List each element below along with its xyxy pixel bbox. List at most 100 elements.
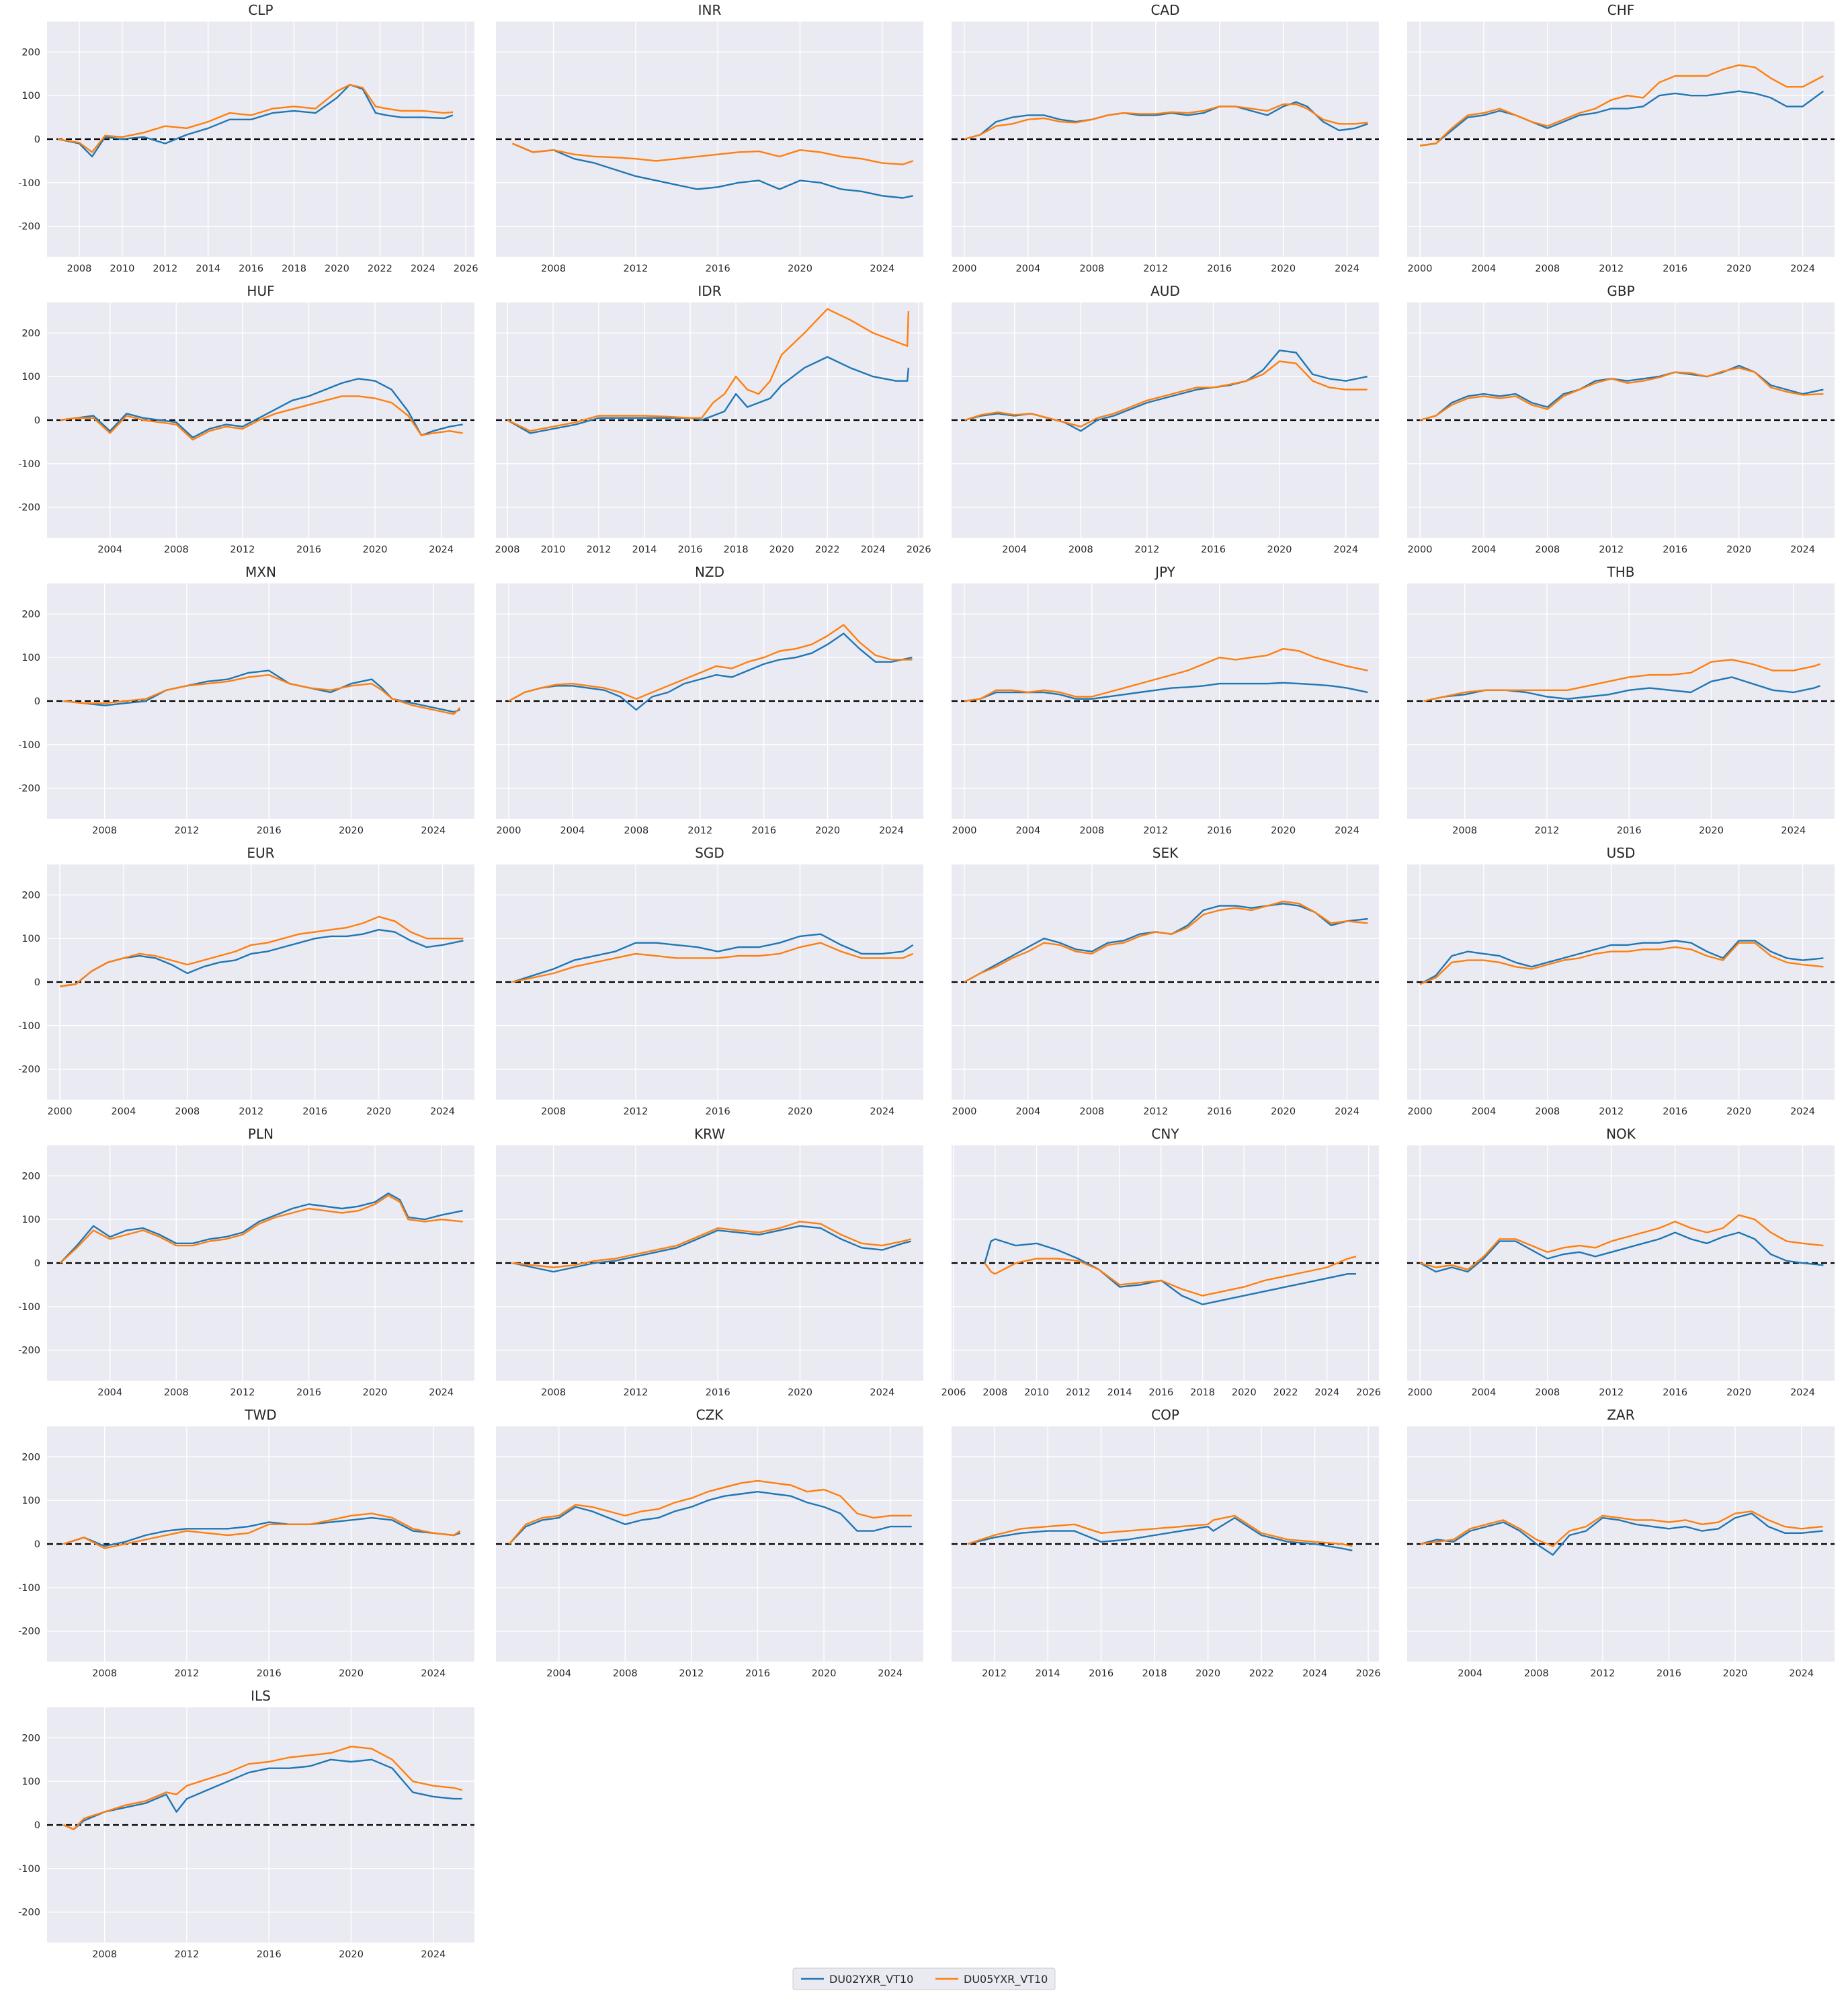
x-tick-label: 2016 — [1207, 1106, 1232, 1117]
x-tick-label: 2024 — [1790, 544, 1815, 555]
x-tick-label: 2016 — [1663, 544, 1687, 555]
x-tick-label: 2016 — [239, 263, 263, 274]
x-tick-label: 2010 — [541, 544, 566, 555]
x-tick-label: 2012 — [1143, 263, 1168, 274]
series-line-du05yxr-vt10 — [59, 1194, 463, 1264]
y-tick-label: 100 — [22, 1496, 40, 1506]
x-tick-label: 2008 — [92, 825, 117, 836]
y-tick-label: 0 — [34, 1820, 40, 1831]
x-tick-label: 2022 — [1273, 1387, 1298, 1398]
y-tick-label: -100 — [18, 1021, 40, 1032]
panel-title: GBP — [1607, 283, 1634, 299]
panel-title: NOK — [1606, 1126, 1636, 1142]
series-line-du02yxr-vt10 — [1419, 940, 1824, 985]
x-tick-label: 2004 — [1471, 1106, 1496, 1117]
x-tick-label: 2016 — [302, 1106, 327, 1117]
x-tick-label: 2012 — [982, 1668, 1007, 1679]
x-tick-label: 2012 — [1066, 1387, 1091, 1398]
series-line-du02yxr-vt10 — [507, 356, 910, 434]
series-line-du02yxr-vt10 — [1419, 1231, 1824, 1273]
x-tick-label: 2016 — [296, 544, 321, 555]
panel-aud: 2004 2008 2012 2016 2020 2024 AUD — [952, 283, 1379, 555]
panel-pln: -200 -100 0 100 200 2004 2008 2012 2016 2020 2024 P… — [18, 1126, 474, 1398]
x-tick-label: 2020 — [339, 1949, 364, 1960]
x-tick-label: 2000 — [1408, 1106, 1433, 1117]
x-tick-label: 2026 — [1356, 1668, 1381, 1679]
x-tick-label: 2010 — [110, 263, 134, 274]
series-line-du05yxr-vt10 — [60, 395, 463, 441]
x-tick-label: 2016 — [678, 544, 703, 555]
panel-title: ILS — [251, 1688, 271, 1704]
series-line-du05yxr-vt10 — [967, 1514, 1353, 1547]
y-tick-label: -100 — [18, 1864, 40, 1875]
legend-label-du02: DU02YXR_VT10 — [829, 1973, 913, 1986]
x-tick-label: 2012 — [587, 544, 612, 555]
x-tick-label: 2012 — [623, 263, 648, 274]
series-line-du02yxr-vt10 — [1420, 1512, 1823, 1556]
x-tick-label: 2024 — [1302, 1668, 1327, 1679]
x-tick-label: 2026 — [1356, 1387, 1381, 1398]
x-tick-label: 2008 — [1535, 1387, 1560, 1398]
x-tick-label: 2012 — [1143, 1106, 1168, 1117]
x-tick-label: 2024 — [1335, 1106, 1359, 1117]
y-tick-label: 200 — [22, 609, 40, 620]
panel-title: IDR — [698, 283, 721, 299]
panel-nzd: 2000 2004 2008 2012 2016 2020 2024 NZD — [496, 564, 923, 836]
x-tick-label: 2004 — [97, 1387, 122, 1398]
panel-ils: -200 -100 0 100 200 2008 2012 2016 2020 2024 ILS — [18, 1688, 474, 1960]
series-line-du05yxr-vt10 — [984, 1256, 1357, 1297]
y-tick-label: -100 — [18, 459, 40, 470]
x-tick-label: 2024 — [421, 825, 446, 836]
x-tick-label: 2016 — [751, 825, 776, 836]
y-tick-label: -200 — [18, 784, 40, 795]
x-tick-label: 2016 — [296, 1387, 321, 1398]
x-tick-label: 2012 — [1599, 544, 1624, 555]
x-tick-label: 2018 — [1142, 1668, 1167, 1679]
x-tick-label: 2004 — [1471, 263, 1496, 274]
x-tick-label: 2004 — [111, 1106, 136, 1117]
y-tick-label: 200 — [22, 1452, 40, 1463]
x-tick-label: 2012 — [230, 1387, 255, 1398]
panel-zar: 2004 2008 2012 2016 2020 2024 ZAR — [1407, 1407, 1835, 1679]
series-line-du05yxr-vt10 — [507, 308, 910, 432]
x-tick-label: 2008 — [495, 544, 520, 555]
x-tick-label: 2008 — [541, 1106, 566, 1117]
x-tick-label: 2004 — [560, 825, 585, 836]
x-tick-label: 2018 — [282, 263, 306, 274]
panel-mxn: -200 -100 0 100 200 2008 2012 2016 2020 2024 MXN — [18, 564, 474, 836]
x-tick-label: 2014 — [632, 544, 657, 555]
y-tick-label: -200 — [18, 1908, 40, 1918]
y-tick-label: 200 — [22, 328, 40, 339]
series-line-du05yxr-vt10 — [964, 360, 1368, 428]
series-line-du05yxr-vt10 — [63, 1512, 461, 1549]
y-tick-label: 0 — [34, 696, 40, 707]
series-line-du02yxr-vt10 — [59, 1192, 463, 1264]
y-tick-label: -200 — [18, 1065, 40, 1075]
x-tick-label: 2000 — [497, 825, 521, 836]
panel-title: CZK — [696, 1407, 724, 1423]
series-line-du02yxr-vt10 — [57, 83, 454, 158]
panel-title: SEK — [1152, 845, 1179, 861]
x-tick-label: 2012 — [1143, 825, 1168, 836]
panel-title: CNY — [1151, 1126, 1179, 1142]
x-tick-label: 2016 — [1663, 1387, 1687, 1398]
panel-clp: -200 -100 0 100 200 2008 2010 2012 2014 2016 2018 2… — [18, 2, 478, 274]
x-tick-label: 2026 — [454, 263, 478, 274]
x-tick-label: 2020 — [1726, 263, 1751, 274]
x-tick-label: 2012 — [1534, 825, 1559, 836]
panel-cop: 2012 2014 2016 2018 2020 2022 2024 2026 COP — [952, 1407, 1381, 1679]
series-line-du02yxr-vt10 — [1419, 90, 1824, 147]
series-line-du05yxr-vt10 — [508, 624, 913, 702]
x-tick-label: 2014 — [1036, 1668, 1060, 1679]
x-tick-label: 2014 — [196, 263, 220, 274]
x-tick-label: 2006 — [941, 1387, 966, 1398]
x-tick-label: 2012 — [153, 263, 177, 274]
y-tick-label: 100 — [22, 372, 40, 382]
panel-cad: 2000 2004 2008 2012 2016 2020 2024 CAD — [952, 2, 1379, 274]
y-tick-label: -200 — [18, 503, 40, 514]
x-tick-label: 2012 — [1599, 1387, 1624, 1398]
y-tick-label: 200 — [22, 47, 40, 58]
x-tick-label: 2008 — [541, 263, 566, 274]
x-tick-label: 2020 — [769, 544, 794, 555]
panel-grid: -200 -100 0 100 200 2008 2010 2012 2014 2016 2018 2… — [18, 2, 1835, 1960]
